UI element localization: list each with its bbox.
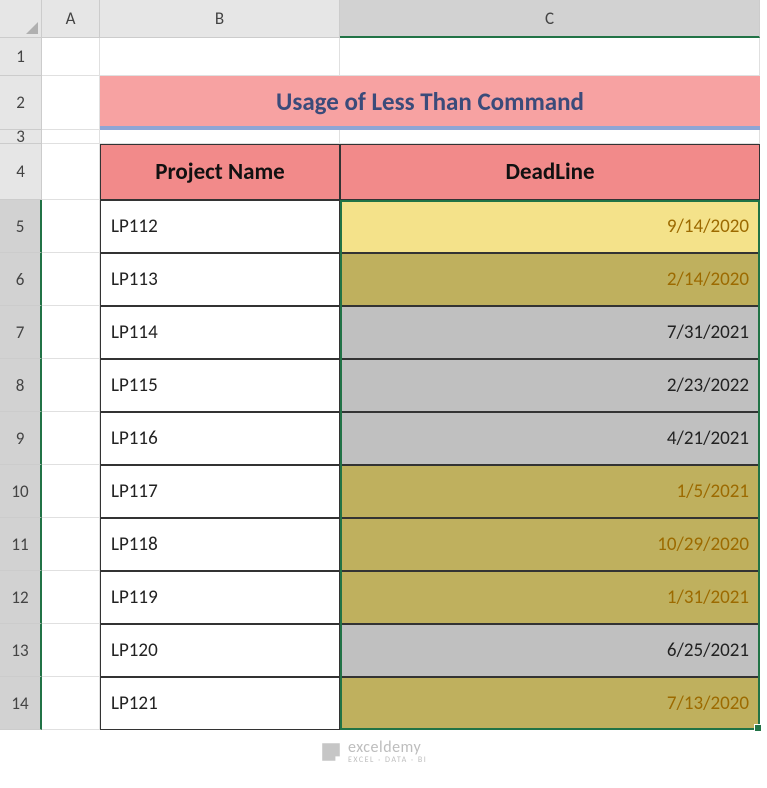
row-header-2[interactable]: 2 [0,76,42,130]
row-header-12[interactable]: 12 [0,571,42,624]
cell-empty[interactable] [42,624,100,677]
row-header-3[interactable]: 3 [0,130,42,144]
project-cell[interactable]: LP120 [100,624,340,677]
deadline-cell[interactable]: 6/25/2021 [340,624,760,677]
cell-empty[interactable] [42,465,100,518]
cell-empty[interactable] [42,518,100,571]
title-cell[interactable]: Usage of Less Than Command [100,76,760,130]
cell-empty[interactable] [42,130,100,144]
row-header-1[interactable]: 1 [0,38,42,76]
deadline-cell[interactable]: 1/5/2021 [340,465,760,518]
deadline-cell[interactable]: 10/29/2020 [340,518,760,571]
row-header-6[interactable]: 6 [0,253,42,306]
cell-empty[interactable] [42,571,100,624]
cell-empty[interactable] [42,200,100,253]
cell-empty[interactable] [42,76,100,130]
cell-empty[interactable] [42,253,100,306]
header-deadline[interactable]: DeadLine [340,144,760,200]
cell-empty[interactable] [42,306,100,359]
project-cell[interactable]: LP118 [100,518,340,571]
deadline-cell[interactable]: 7/31/2021 [340,306,760,359]
watermark: exceldemy EXCEL · DATA · BI [320,740,427,764]
row-header-11[interactable]: 11 [0,518,42,571]
row-header-9[interactable]: 9 [0,412,42,465]
project-cell[interactable]: LP115 [100,359,340,412]
watermark-text-small: EXCEL · DATA · BI [348,756,427,764]
project-cell[interactable]: LP113 [100,253,340,306]
cell-empty[interactable] [42,677,100,730]
project-cell[interactable]: LP119 [100,571,340,624]
row-header-7[interactable]: 7 [0,306,42,359]
header-project-name[interactable]: Project Name [100,144,340,200]
project-cell[interactable]: LP112 [100,200,340,253]
row-header-4[interactable]: 4 [0,144,42,200]
column-header-B[interactable]: B [100,0,340,38]
watermark-icon [320,741,342,763]
column-header-A[interactable]: A [42,0,100,38]
deadline-cell[interactable]: 4/21/2021 [340,412,760,465]
project-cell[interactable]: LP121 [100,677,340,730]
title-text: Usage of Less Than Command [100,76,760,126]
watermark-text-big: exceldemy [348,740,427,756]
cell-empty[interactable] [340,38,760,76]
project-cell[interactable]: LP117 [100,465,340,518]
row-header-10[interactable]: 10 [0,465,42,518]
cell-empty[interactable] [100,38,340,76]
deadline-cell[interactable]: 7/13/2020 [340,677,760,730]
cell-empty[interactable] [340,130,760,144]
cell-empty[interactable] [42,144,100,200]
cell-empty[interactable] [42,38,100,76]
cell-empty[interactable] [42,412,100,465]
row-header-14[interactable]: 14 [0,677,42,730]
column-header-C[interactable]: C [340,0,760,38]
deadline-cell[interactable]: 2/14/2020 [340,253,760,306]
project-cell[interactable]: LP116 [100,412,340,465]
cell-empty[interactable] [42,359,100,412]
project-cell[interactable]: LP114 [100,306,340,359]
deadline-cell[interactable]: 9/14/2020 [340,200,760,253]
deadline-cell[interactable]: 2/23/2022 [340,359,760,412]
row-header-5[interactable]: 5 [0,200,42,253]
select-all-corner[interactable] [0,0,42,38]
row-header-13[interactable]: 13 [0,624,42,677]
cell-empty[interactable] [100,130,340,144]
deadline-cell[interactable]: 1/31/2021 [340,571,760,624]
row-header-8[interactable]: 8 [0,359,42,412]
